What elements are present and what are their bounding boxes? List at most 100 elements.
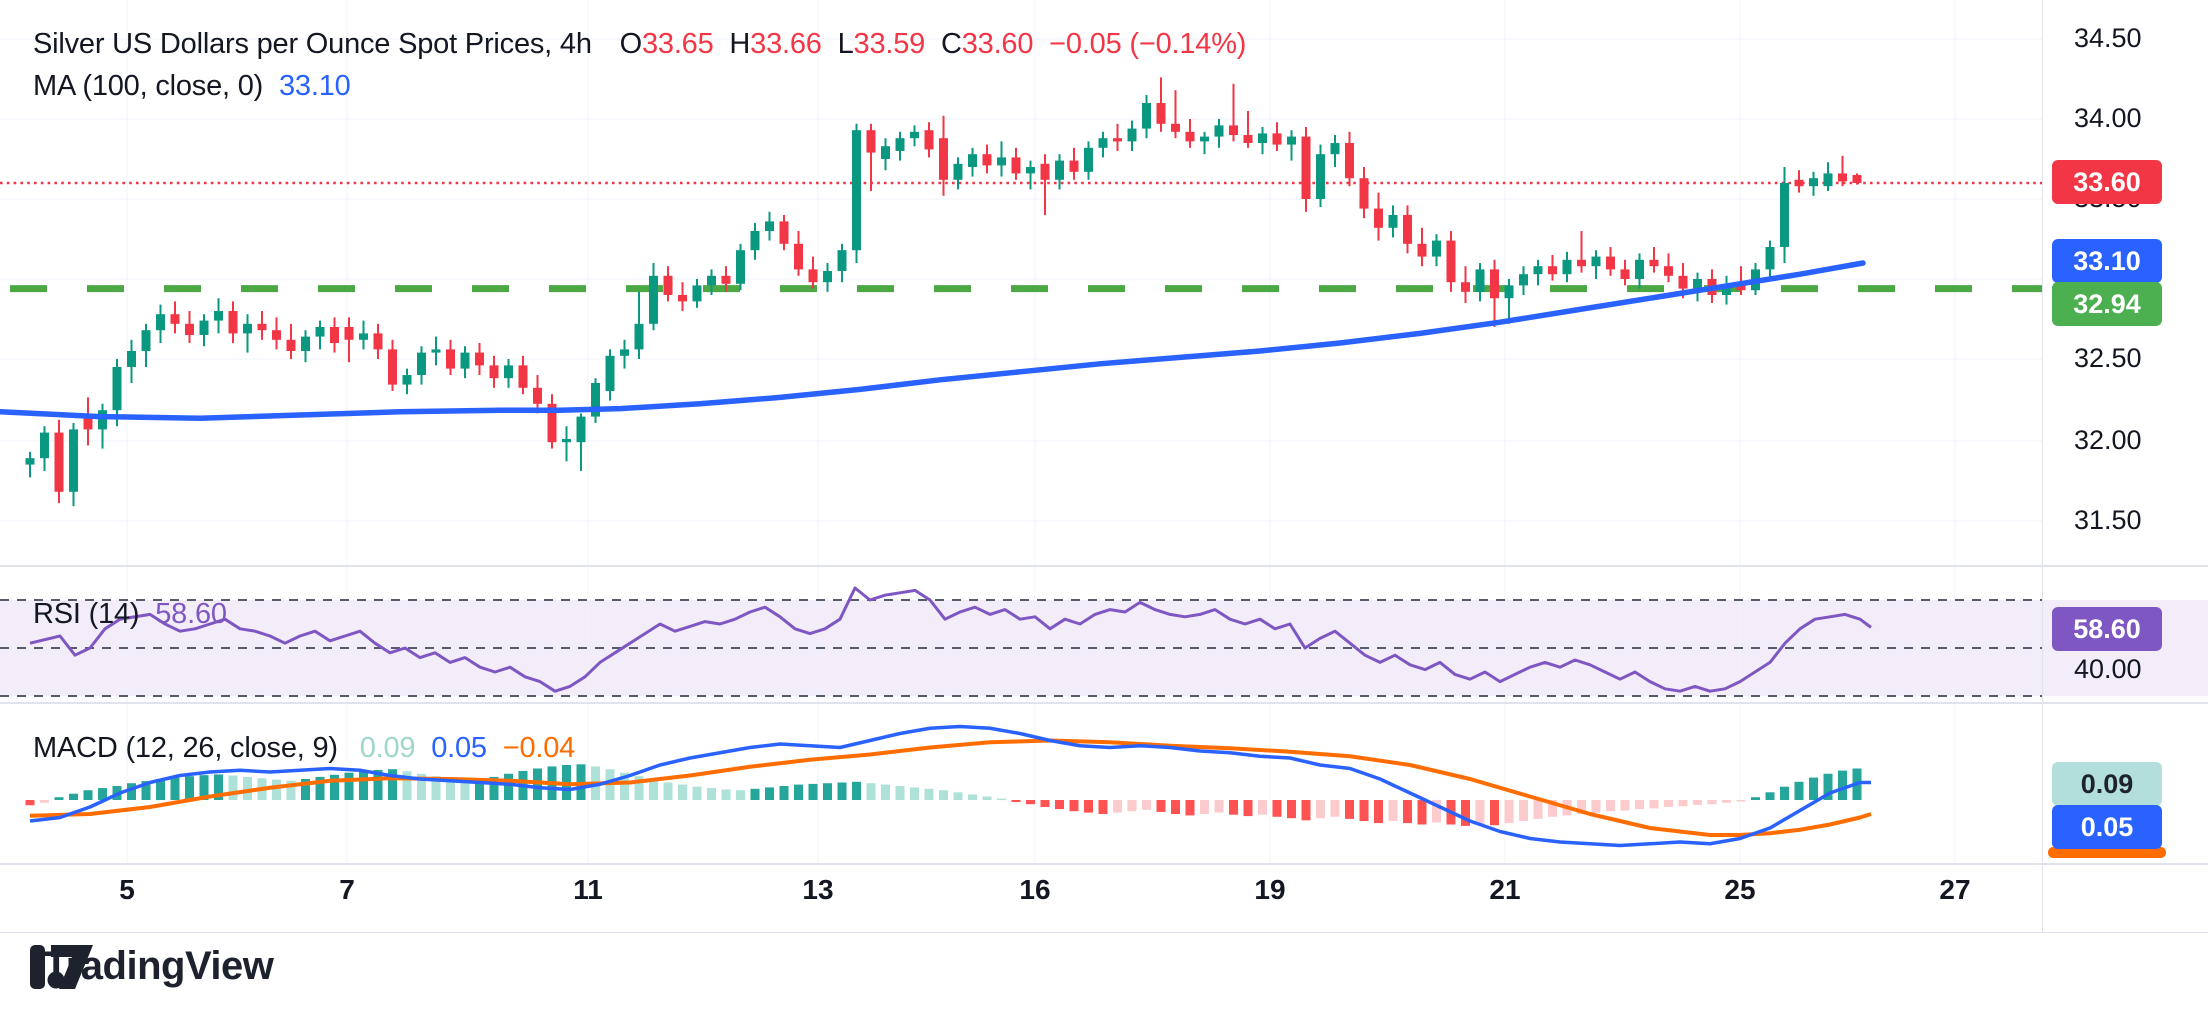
candle-body (1765, 247, 1775, 270)
pane-separator[interactable] (0, 863, 2208, 865)
macd-histogram-bar (1838, 770, 1847, 800)
macd-legend[interactable]: MACD (12, 26, close, 9) 0.09 0.05 −0.04 (33, 732, 575, 765)
candle-body (953, 163, 963, 180)
macd-histogram-bar (359, 771, 368, 800)
open-label: O (619, 28, 643, 60)
tradingview-logo[interactable]: TradingView (30, 944, 274, 989)
candle-body (852, 130, 861, 251)
candle-body (1055, 160, 1064, 180)
ma-price-badge: 33.10 (2052, 239, 2162, 283)
candle-body (199, 320, 209, 335)
candle-body (1591, 256, 1601, 267)
price-axis-label: 31.50 (2074, 505, 2142, 535)
low-value: 33.59 (853, 28, 926, 60)
candle-body (1794, 179, 1804, 187)
candle-body (1098, 138, 1108, 148)
symbol-legend[interactable]: Silver US Dollars per Ounce Spot Prices,… (33, 28, 1246, 61)
candle-body (1504, 285, 1514, 299)
candle-body (504, 365, 513, 379)
time-axis-label: 11 (573, 874, 603, 905)
candle-body (301, 336, 310, 351)
candle-body (1649, 259, 1659, 267)
macd-histogram-bar (185, 776, 194, 800)
macd-histogram-bar (1374, 800, 1383, 824)
ma-legend[interactable]: MA (100, close, 0) 33.10 (33, 70, 351, 103)
macd-histogram-bar (1316, 800, 1325, 819)
candle-body (1171, 123, 1180, 132)
macd-histogram-bar (663, 782, 673, 800)
candle-body (605, 355, 615, 391)
macd-histogram-bar (1765, 792, 1775, 800)
candle-body (1722, 288, 1731, 295)
macd-histogram-bar (127, 783, 136, 800)
candle-body (1156, 103, 1166, 124)
candle-body (1461, 282, 1470, 292)
macd-histogram-bar (54, 797, 64, 800)
candle-body (214, 311, 223, 321)
candle-body (1011, 157, 1021, 174)
macd-histogram-bar (779, 786, 789, 800)
ma-value: 33.10 (278, 70, 351, 102)
macd-histogram-bar (1490, 800, 1499, 826)
last-price-badge: 33.60 (2052, 160, 2162, 204)
candle-body (779, 221, 789, 244)
macd-histogram-bar (1011, 800, 1021, 803)
price-pane[interactable] (0, 0, 2042, 566)
macd-histogram-bar (1330, 800, 1340, 817)
macd-histogram-bar (1156, 800, 1166, 812)
macd-histogram-bar (1736, 800, 1746, 802)
macd-histogram-bar (1084, 800, 1093, 813)
rsi-legend[interactable]: RSI (14) 58.60 (33, 598, 227, 631)
candle-body (1258, 133, 1267, 143)
macd-histogram-bar (1301, 800, 1311, 821)
candle-body (25, 458, 35, 465)
candle-body (634, 323, 644, 350)
candle-body (1446, 240, 1456, 283)
candle-body (446, 349, 455, 369)
candle-body (924, 130, 934, 150)
candle-body (1519, 274, 1528, 286)
candle-body (1548, 266, 1557, 275)
candle-body (823, 271, 832, 283)
macd-line-value: 0.05 (431, 732, 487, 764)
macd-histogram-bar (1664, 800, 1673, 807)
high-value: 33.66 (750, 28, 822, 60)
candle-body (1330, 143, 1340, 155)
price-axis-label: 34.00 (2074, 103, 2142, 133)
symbol-title: Silver US Dollars per Ounce Spot Prices,… (33, 28, 592, 60)
rsi-pane[interactable] (0, 566, 2208, 703)
time-axis-label: 19 (1254, 874, 1286, 905)
candle-body (475, 352, 484, 366)
high-label: H (729, 28, 751, 60)
candle-body (982, 154, 992, 166)
candle-body (1432, 240, 1441, 257)
macd-histogram-bar (736, 790, 745, 800)
macd-hist-badge: 0.09 (2052, 762, 2162, 806)
macd-pane[interactable] (0, 703, 2042, 864)
candle-body (1620, 269, 1630, 279)
time-axis-label: 5 (119, 874, 135, 905)
macd-histogram-bar (431, 776, 441, 800)
macd-histogram-bar (170, 777, 180, 800)
macd-histogram-bar (1649, 800, 1659, 809)
candle-body (939, 138, 948, 180)
candle-body (576, 416, 586, 443)
macd-histogram-bar (1533, 800, 1543, 819)
rsi-line (29, 586, 1872, 693)
rsi-label: RSI (14) (33, 598, 140, 630)
price-axis-label: 34.50 (2074, 23, 2142, 53)
macd-histogram-bar (1693, 800, 1702, 805)
pane-separator[interactable] (0, 702, 2208, 704)
macd-histogram-bar (765, 787, 774, 800)
macd-histogram-bar (982, 796, 992, 800)
candle-body (1635, 259, 1644, 279)
ma-label: MA (100, close, 0) (33, 70, 264, 102)
macd-histogram-bar (83, 790, 93, 800)
macd-histogram-bar (924, 788, 934, 800)
macd-histogram-bar (373, 769, 383, 800)
candle-body (1809, 178, 1818, 187)
macd-histogram-bar (1794, 781, 1804, 800)
close-label: C (940, 28, 962, 60)
macd-line (29, 724, 1871, 848)
pane-separator[interactable] (0, 565, 2208, 567)
